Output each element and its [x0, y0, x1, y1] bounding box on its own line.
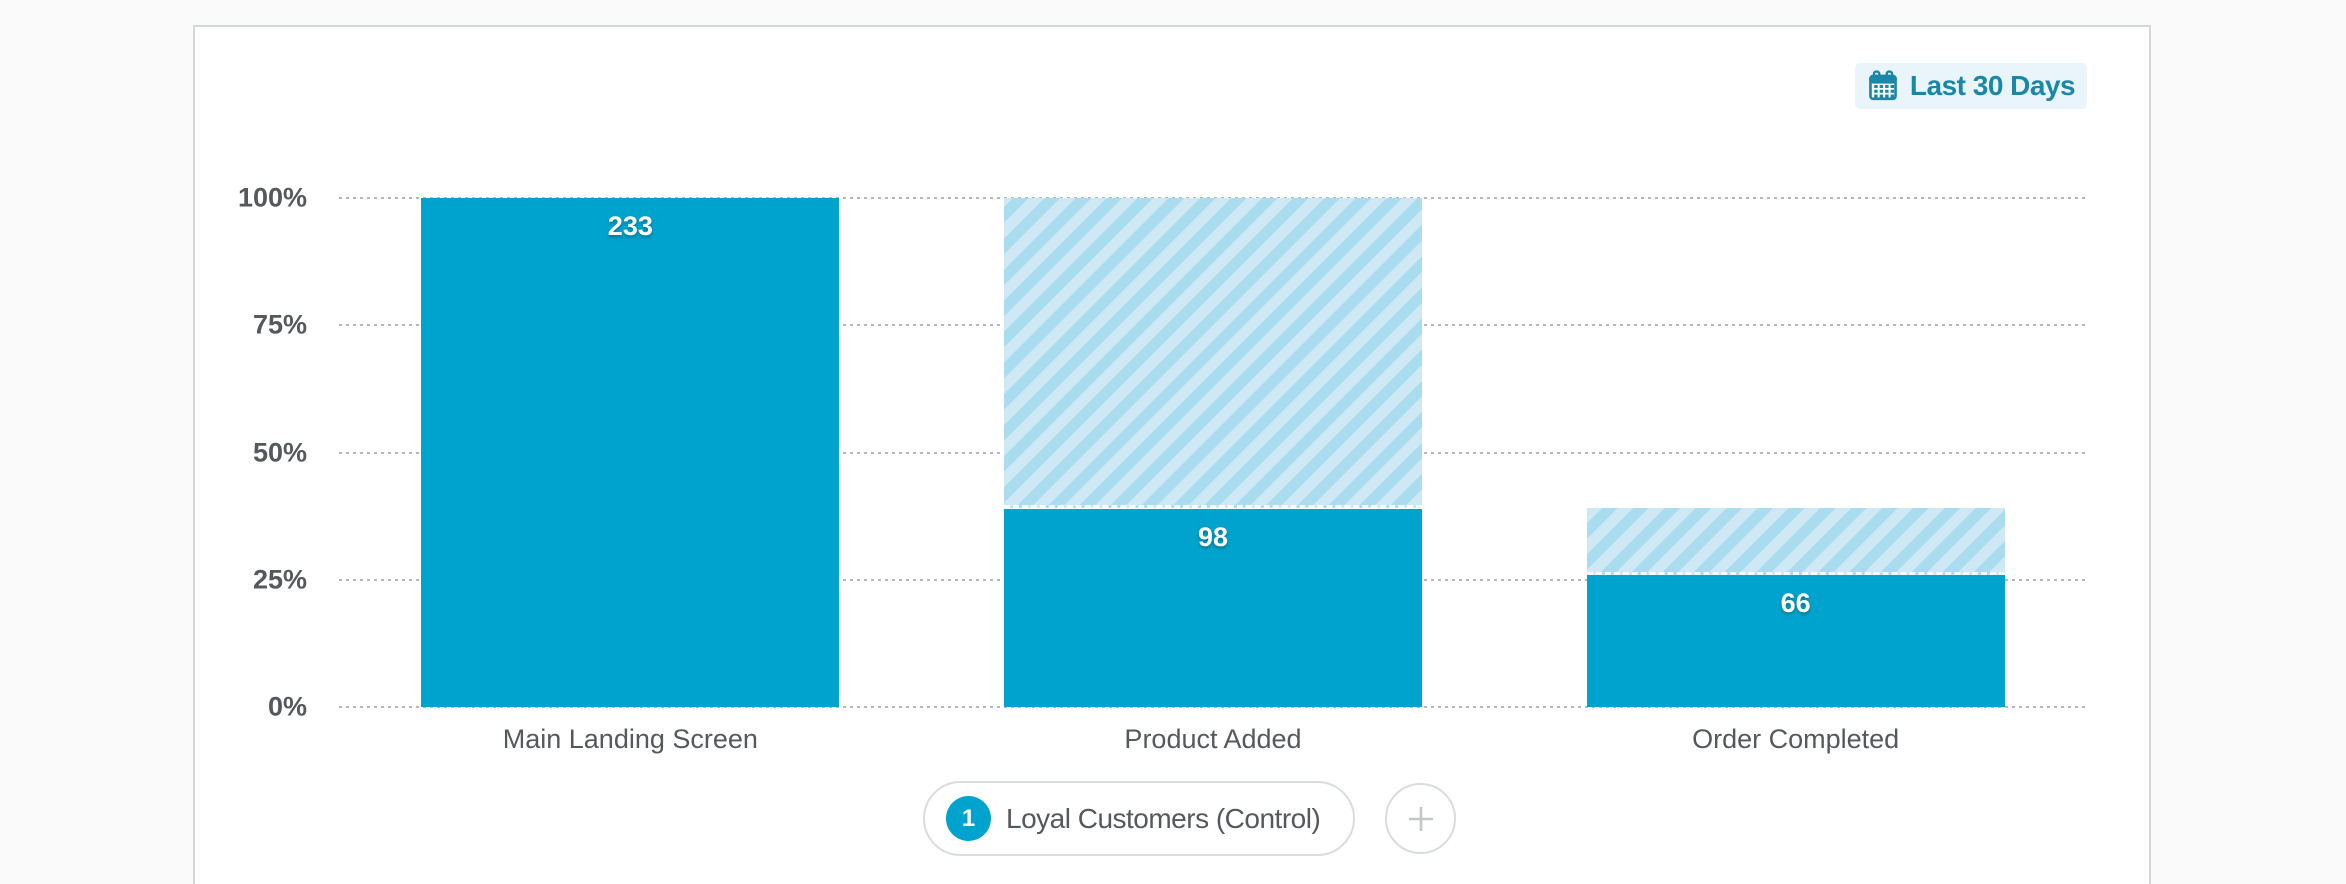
funnel-bar-segment[interactable]: 66 [1586, 574, 2005, 707]
y-axis-label-25%: 25% [252, 564, 307, 595]
chart-card: Last 30 Days 100% 75% 50% 25% 0% 233 Main Lan… [193, 25, 2151, 884]
legend-series-pill[interactable]: 1 Loyal Customers (Control) [923, 781, 1355, 856]
date-range-button[interactable]: Last 30 Days [1855, 63, 2087, 109]
funnel-hatch-segment [1004, 198, 1422, 509]
date-range-label: Last 30 Days [1909, 70, 2076, 101]
x-axis-label: Product Added [1124, 724, 1302, 754]
x-axis-label: Main Landing Screen [502, 724, 758, 754]
bar-value-label: 233 [607, 211, 653, 241]
calendar-icon [1869, 70, 1897, 101]
plus-icon [1408, 806, 1433, 831]
y-axis-label-75%: 75% [252, 309, 307, 340]
y-axis-label-0%: 0% [267, 691, 307, 722]
funnel-hatch-segment [1586, 508, 2005, 575]
funnel-bar-segment[interactable]: 233 [421, 198, 840, 707]
y-axis: 100% 75% 50% 25% 0% [195, 183, 307, 722]
series-index-badge: 1 [946, 796, 991, 841]
add-series-button[interactable] [1385, 783, 1456, 854]
y-axis-label-100%: 100% [237, 182, 307, 213]
funnel-plot: 233 Main Landing Screen 98 Product Added 66 O… [339, 197, 2087, 754]
y-axis-label-50%: 50% [252, 437, 307, 467]
bar-value-label: 66 [1780, 587, 1811, 618]
series-label: Loyal Customers (Control) [1006, 802, 1321, 834]
x-axis-label: Order Completed [1692, 724, 1900, 754]
bar-value-label: 98 [1197, 521, 1229, 552]
funnel-bar-segment[interactable]: 98 [1004, 508, 1422, 707]
gridline-0% [339, 706, 2087, 708]
